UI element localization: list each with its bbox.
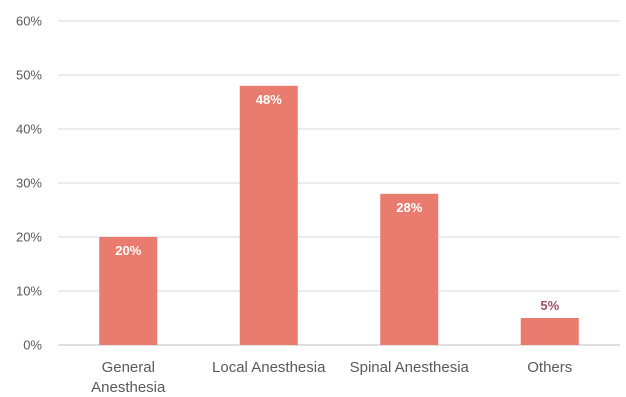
y-axis-tick-labels: 0% 10% 20% 30% 40% 50% 60%: [16, 14, 42, 353]
y-tick-label: 30%: [16, 176, 42, 191]
category-label: Others: [527, 359, 572, 376]
y-tick-label: 10%: [16, 284, 42, 299]
y-tick-label: 0%: [23, 338, 42, 353]
data-label: 20%: [115, 243, 141, 258]
bar: [380, 193, 439, 345]
data-label: 28%: [396, 200, 422, 215]
category-label: General: [102, 359, 155, 376]
category-label: Local Anesthesia: [212, 359, 326, 376]
y-tick-label: 60%: [16, 14, 42, 29]
y-tick-label: 50%: [16, 68, 42, 83]
data-labels: 20% 48% 28% 5%: [115, 92, 559, 313]
y-tick-label: 40%: [16, 122, 42, 137]
bar: [99, 237, 158, 345]
data-label: 5%: [540, 298, 559, 313]
category-label: Anesthesia: [91, 379, 166, 396]
bar: [239, 85, 298, 346]
bars: [99, 85, 579, 346]
bar: [520, 318, 579, 345]
y-tick-label: 20%: [16, 230, 42, 245]
x-axis-category-labels: General Anesthesia Local Anesthesia Spinal …: [91, 359, 572, 396]
data-label: 48%: [256, 92, 282, 107]
category-label: Spinal Anesthesia: [350, 359, 470, 376]
